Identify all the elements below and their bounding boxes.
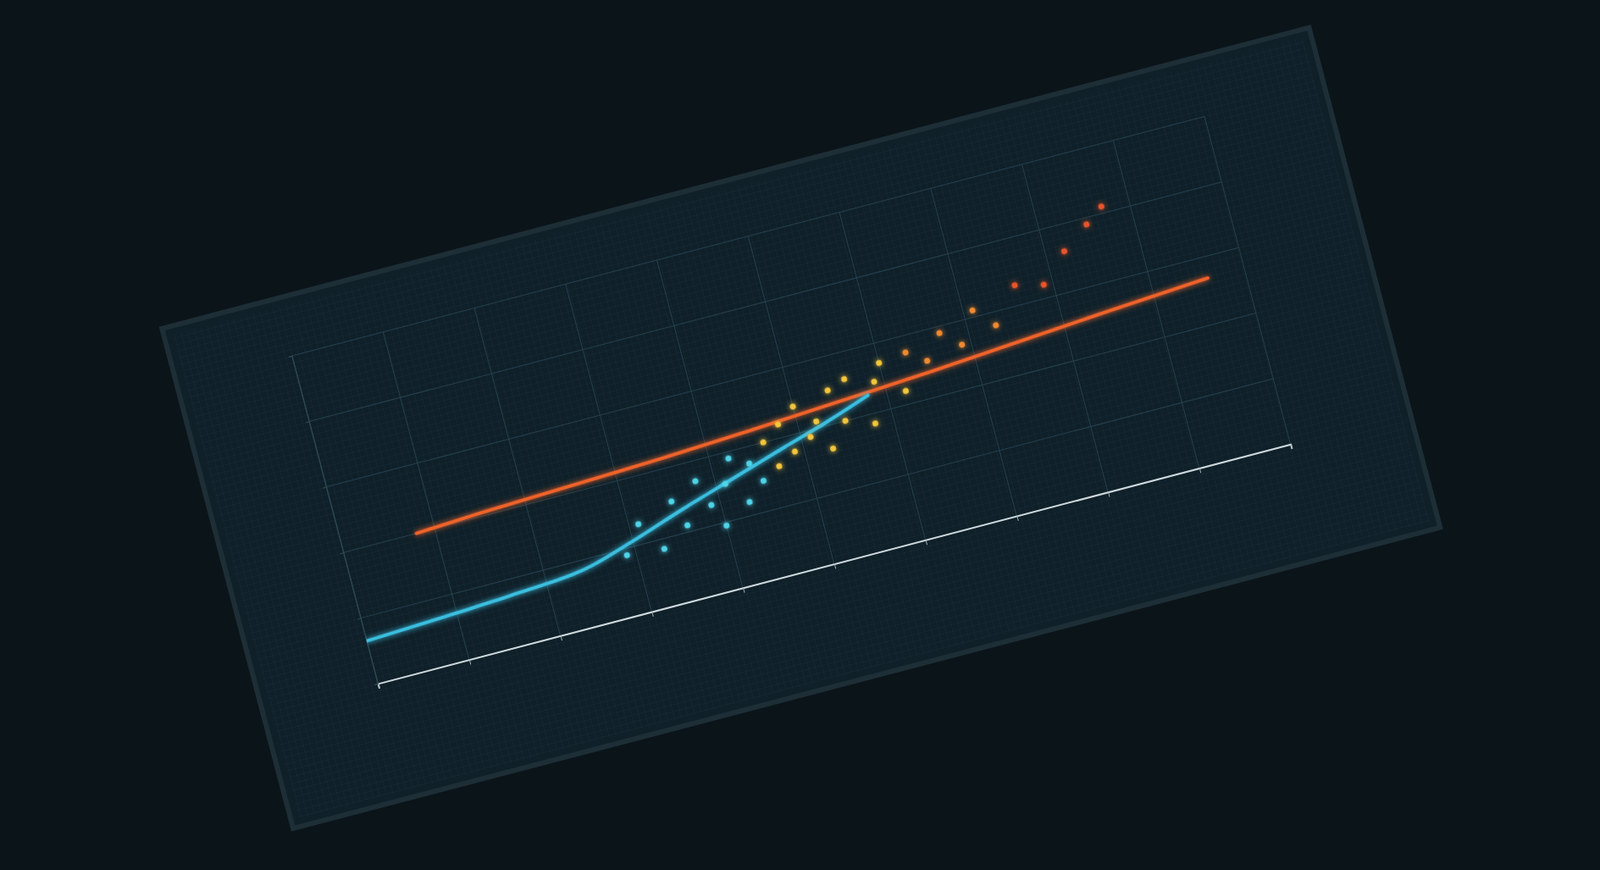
x-tick (560, 635, 563, 641)
scatter-point (824, 387, 832, 395)
x-tick (925, 539, 928, 545)
y-tick (374, 683, 378, 685)
scatter-point (1040, 281, 1048, 289)
scatter-point (692, 477, 700, 486)
x-tick-mark (1108, 492, 1111, 498)
grid-line-x (565, 283, 653, 612)
y-tick (357, 618, 361, 620)
grid-line-y (343, 313, 1257, 554)
scatter-point (721, 480, 730, 488)
x-tick (1108, 492, 1111, 498)
scatter-point (957, 341, 966, 349)
grid-line-y (326, 247, 1240, 488)
x-tick (469, 659, 471, 665)
scatter-point (660, 545, 669, 554)
scatter-point (923, 357, 931, 366)
y-axis (288, 355, 379, 685)
chart-svg (0, 0, 1600, 870)
x-tick-mark (742, 587, 745, 593)
grid-line-x (930, 188, 1018, 516)
x-tick (1199, 467, 1202, 473)
grid-line-x (1022, 164, 1109, 493)
scatter-point (791, 448, 799, 456)
scatter-point (991, 321, 1000, 330)
scatter-point (829, 444, 837, 453)
scatter-point (840, 375, 848, 383)
scatter-point (1097, 203, 1106, 211)
grid-line-x (382, 332, 470, 660)
scatter-point (708, 501, 716, 510)
x-tick-mark (469, 659, 471, 665)
scatter-point (841, 416, 850, 425)
y-tick-mark (322, 487, 327, 488)
scatter-point (812, 417, 820, 426)
screen-mesh (172, 38, 1431, 819)
grid-line-y (291, 116, 1205, 356)
grid-line-x (1204, 116, 1291, 444)
y-tick-mark (288, 356, 293, 358)
scatter-point (722, 521, 731, 530)
scatter-point (874, 359, 883, 367)
scatter-point (902, 348, 910, 357)
scatter-point (935, 329, 944, 338)
x-tick (652, 611, 654, 617)
y-tick-mark (340, 553, 344, 554)
y-tick (322, 487, 327, 488)
grid-line-x (474, 308, 561, 637)
y-axis-line (288, 355, 379, 685)
y-tick (305, 421, 310, 423)
x-tick-mark (1017, 515, 1019, 521)
scatter-point (683, 521, 692, 530)
screen-frame (161, 27, 1440, 829)
scatter-point (759, 438, 768, 447)
scatter-point (745, 459, 753, 468)
scatter-point (1011, 282, 1019, 290)
x-tick-mark (834, 564, 836, 570)
grid-line-y (309, 182, 1223, 422)
grid-line-x (747, 236, 835, 565)
scatter-point (789, 403, 798, 411)
x-tick (1017, 515, 1019, 521)
x-tick (834, 564, 836, 570)
y-tick-mark (305, 421, 310, 423)
y-tick (340, 553, 344, 554)
scatter-points (568, 203, 1161, 563)
screen (161, 27, 1440, 829)
scatter-point (870, 377, 879, 386)
series-line (404, 277, 1220, 533)
scatter-point (746, 498, 754, 506)
scatter-point (871, 420, 880, 428)
grid (291, 116, 1290, 684)
y-tick-mark (357, 618, 361, 620)
x-axis (377, 443, 1292, 688)
scatter-point (634, 520, 643, 528)
x-tick-mark (1290, 443, 1293, 449)
y-tick-mark (374, 683, 378, 685)
scatter-point (667, 498, 676, 506)
scatter-point (807, 433, 815, 442)
scatter-point (725, 454, 733, 463)
scatter-point (775, 462, 784, 471)
x-tick-mark (652, 611, 654, 617)
x-tick-mark (560, 635, 563, 641)
x-axis-line (378, 444, 1293, 689)
grid-line-x (657, 260, 744, 588)
series-line (338, 395, 897, 642)
background (0, 0, 1600, 870)
scatter-point (1082, 221, 1091, 229)
y-tick (288, 356, 293, 358)
x-tick (1290, 443, 1293, 449)
grid-line-y (360, 378, 1274, 619)
scatter-point (1060, 247, 1069, 255)
x-tick-mark (1199, 467, 1202, 473)
scatter-point (623, 551, 632, 560)
scatter-point (968, 306, 977, 315)
x-tick-mark (925, 539, 928, 545)
x-tick (742, 587, 745, 593)
plot (288, 116, 1293, 690)
scatter-point (902, 387, 910, 395)
scatter-point (759, 476, 768, 485)
scatter-point (774, 420, 782, 429)
marks (306, 182, 1243, 642)
